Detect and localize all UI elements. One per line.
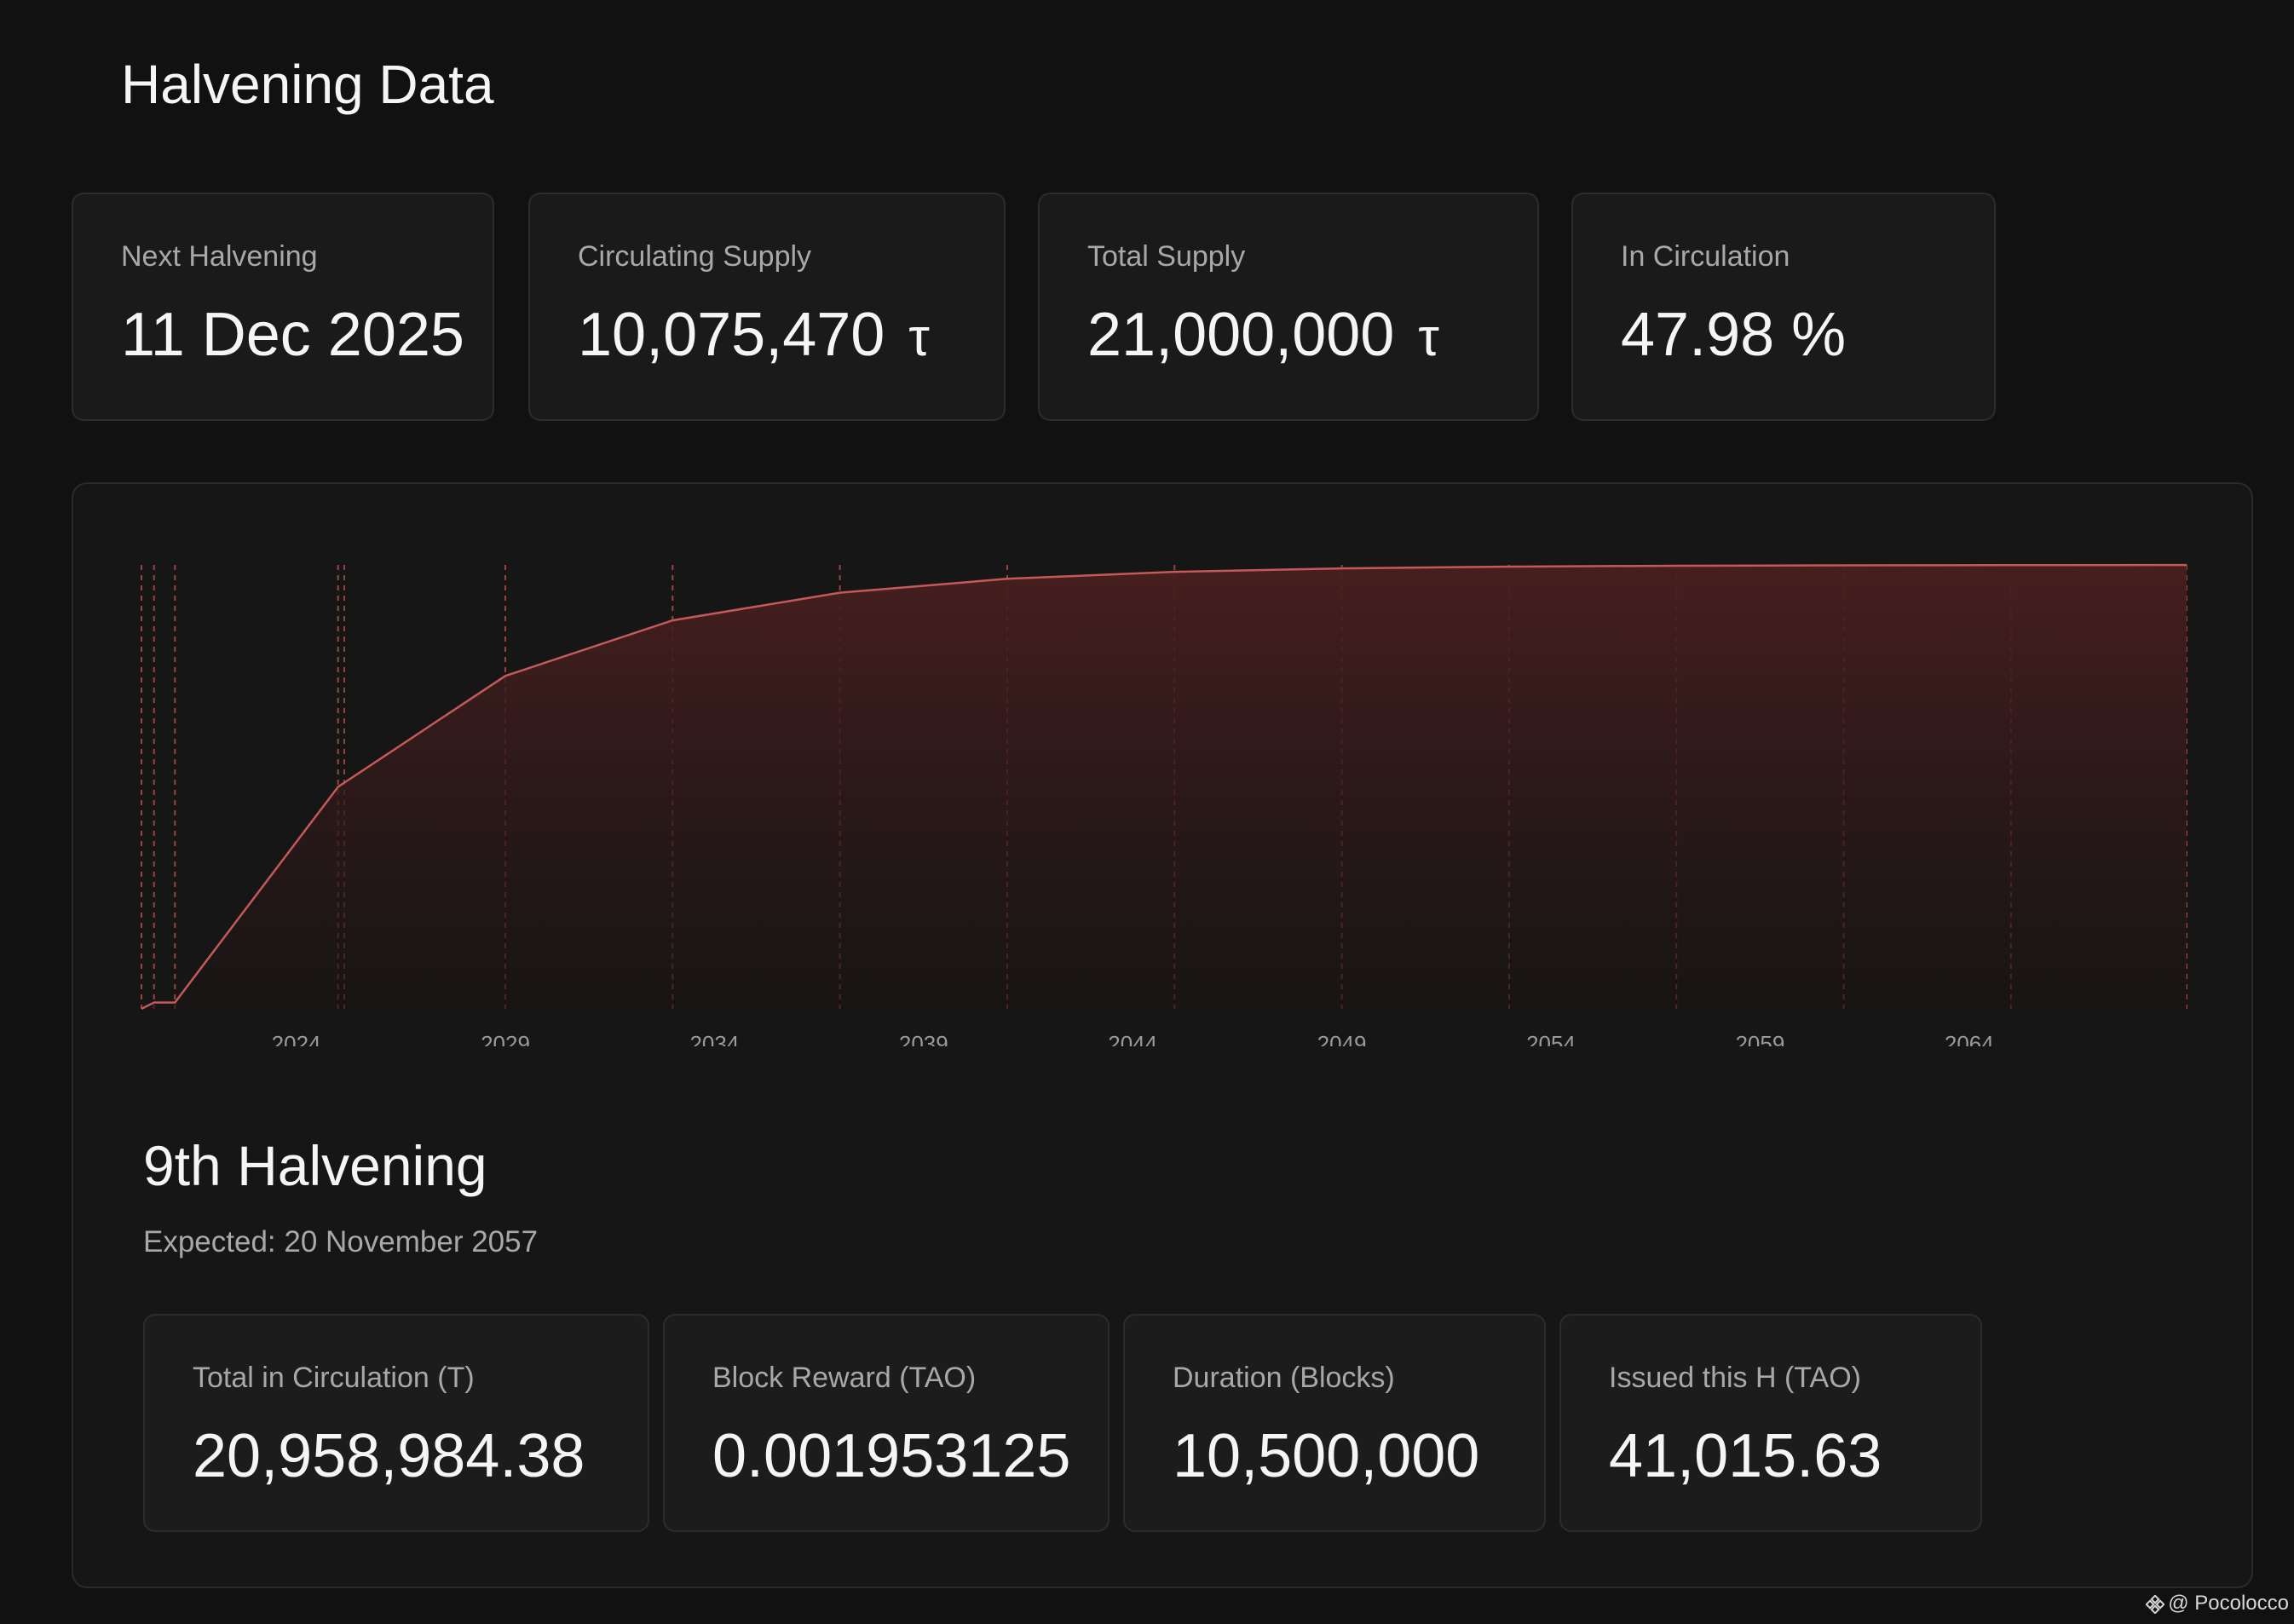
x-tick-label: 2044 [1108, 1031, 1157, 1046]
stat-card-in-circulation: In Circulation 47.98 % [1571, 193, 1996, 421]
detail-card-total-in-circulation: Total in Circulation (T) 20,958,984.38 [143, 1314, 649, 1532]
detail-value: 41,015.63 [1609, 1422, 1882, 1490]
x-tick-label: 2049 [1317, 1031, 1367, 1046]
halving-title: 9th Halvening [143, 1134, 487, 1197]
stat-value: 11 Dec 2025 [121, 301, 464, 369]
stat-value: 47.98 % [1621, 301, 1847, 369]
detail-label: Issued this H (TAO) [1609, 1362, 1861, 1394]
stat-label: In Circulation [1621, 240, 1790, 273]
supply-line [141, 563, 2187, 1011]
binance-icon [2145, 1593, 2165, 1615]
page-title: Halvening Data [121, 54, 494, 115]
x-tick-label: 2024 [272, 1031, 321, 1046]
chart-panel: 2024 2029 2034 2039 2044 2049 2054 2059 2064 9th… [72, 482, 2253, 1588]
x-tick-label: 2064 [1945, 1031, 1994, 1046]
detail-card-duration: Duration (Blocks) 10,500,000 [1123, 1314, 1546, 1532]
detail-label: Total in Circulation (T) [193, 1362, 475, 1394]
stat-label: Next Halvening [121, 240, 318, 273]
tao-unit-icon: τ [1418, 308, 1439, 367]
supply-chart[interactable]: 2024 2029 2034 2039 2044 2049 2054 2059 2064 [73, 484, 2251, 1046]
detail-value: 0.001953125 [712, 1422, 1071, 1490]
stat-label: Total Supply [1087, 240, 1246, 273]
detail-card-block-reward: Block Reward (TAO) 0.001953125 [663, 1314, 1110, 1532]
stat-label: Circulating Supply [578, 240, 812, 273]
stat-card-total-supply: Total Supply 21,000,000 τ [1038, 193, 1539, 421]
stat-card-next-halvening: Next Halvening 11 Dec 2025 [72, 193, 494, 421]
x-tick-label: 2029 [481, 1031, 530, 1046]
halving-expected-date: Expected: 20 November 2057 [143, 1225, 539, 1258]
x-axis-ticks: 2024 2029 2034 2039 2044 2049 2054 2059 2064 [272, 1031, 1994, 1046]
supply-area [141, 565, 2187, 1009]
watermark-text: @ Pocolocco [2168, 1592, 2289, 1615]
x-tick-label: 2034 [689, 1031, 739, 1046]
x-tick-label: 2054 [1526, 1031, 1576, 1046]
stat-value: 21,000,000 τ [1087, 301, 1439, 369]
detail-label: Duration (Blocks) [1173, 1362, 1395, 1394]
detail-value: 20,958,984.38 [193, 1422, 585, 1490]
tao-unit-icon: τ [908, 308, 930, 367]
stat-value: 10,075,470 τ [578, 301, 930, 369]
detail-card-issued: Issued this H (TAO) 41,015.63 [1559, 1314, 1982, 1532]
x-tick-label: 2059 [1735, 1031, 1784, 1046]
watermark: @ Pocolocco [2145, 1592, 2289, 1615]
detail-value: 10,500,000 [1173, 1422, 1480, 1490]
x-tick-label: 2039 [899, 1031, 948, 1046]
detail-label: Block Reward (TAO) [712, 1362, 977, 1394]
stat-card-circulating-supply: Circulating Supply 10,075,470 τ [528, 193, 1006, 421]
